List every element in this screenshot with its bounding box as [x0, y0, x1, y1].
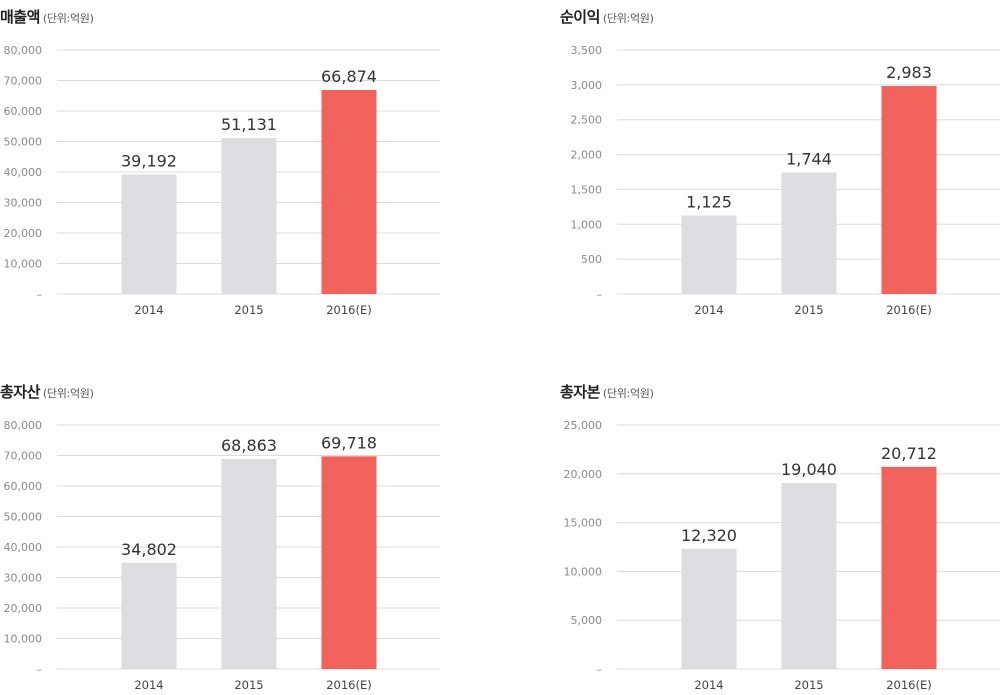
bar: [321, 90, 377, 294]
y-tick-label: 80,000: [4, 419, 43, 432]
bar: [121, 562, 177, 669]
y-tick-label: 3,000: [571, 79, 603, 92]
chart-panel-revenue: 매출액 (단위:억원) – 10,000 20,000 30,000 40,000 50,0…: [0, 0, 450, 320]
chart-title: 순이익: [560, 8, 600, 26]
data-label: 19,040: [781, 460, 837, 479]
y-tick-label: 500: [581, 253, 602, 266]
y-tick-label: 1,500: [571, 183, 603, 196]
y-tick-label: 2,000: [571, 149, 603, 162]
data-label: 68,863: [221, 436, 277, 455]
data-label: 1,125: [686, 193, 732, 212]
y-tick-label: 80,000: [4, 44, 43, 57]
data-label: 51,131: [221, 115, 277, 134]
x-tick-label: 2015: [794, 678, 823, 692]
y-tick-label: 70,000: [4, 450, 43, 463]
y-tick-label: –: [37, 663, 43, 676]
y-tick-label: 10,000: [4, 258, 43, 271]
chart-title-row: 매출액 (단위:억원): [0, 6, 94, 27]
y-tick-label: 50,000: [4, 511, 43, 524]
data-label: 20,712: [881, 444, 937, 463]
data-label: 66,874: [321, 67, 377, 86]
x-tick-label: 2016(E): [886, 678, 932, 692]
x-tick-label: 2016(E): [886, 303, 932, 317]
data-label: 39,192: [121, 151, 177, 170]
chart-unit: (단위:억원): [602, 387, 654, 400]
chart-title-row: 총자본 (단위:억원): [560, 381, 654, 402]
chart-title: 총자본: [560, 383, 600, 401]
y-tick-label: 5,000: [571, 614, 603, 627]
y-tick-label: 40,000: [4, 541, 43, 554]
y-tick-label: 60,000: [4, 480, 43, 493]
x-tick-label: 2016(E): [326, 303, 372, 317]
bar: [121, 174, 177, 294]
x-tick-label: 2016(E): [326, 678, 372, 692]
chart-panel-net-income: 순이익 (단위:억원) – 500 1,000 1,500 2,000 2,500 3,000…: [560, 0, 1000, 320]
chart-title: 매출액: [0, 8, 40, 26]
bar: [881, 86, 937, 294]
y-tick-label: 30,000: [4, 572, 43, 585]
chart-title-row: 총자산 (단위:억원): [0, 381, 94, 402]
bar-chart-total-assets: – 10,000 20,000 30,000 40,000 50,000 60,000 70,…: [4, 419, 440, 692]
bar: [681, 548, 737, 669]
x-tick-label: 2014: [134, 678, 163, 692]
data-label: 1,744: [786, 149, 832, 168]
data-label: 69,718: [321, 433, 377, 452]
y-tick-label: 10,000: [564, 565, 603, 578]
bar: [321, 456, 377, 669]
x-tick-label: 2015: [234, 303, 263, 317]
y-tick-label: 2,500: [571, 114, 603, 127]
bar: [221, 458, 277, 669]
bar-chart-total-equity: – 5,000 10,000 15,000 20,000 25,000 12,320 2014…: [564, 419, 1000, 692]
chart-title-row: 순이익 (단위:억원): [560, 6, 654, 27]
y-tick-label: –: [597, 288, 603, 301]
bar-chart-revenue: – 10,000 20,000 30,000 40,000 50,000 60,000 70,…: [4, 44, 440, 317]
x-tick-label: 2015: [234, 678, 263, 692]
x-tick-label: 2015: [794, 303, 823, 317]
y-tick-label: 3,500: [571, 44, 603, 57]
bar: [681, 215, 737, 294]
y-tick-label: 15,000: [564, 517, 603, 530]
y-tick-label: 20,000: [4, 227, 43, 240]
chart-unit: (단위:억원): [42, 387, 94, 400]
y-tick-label: 30,000: [4, 197, 43, 210]
y-tick-label: 50,000: [4, 136, 43, 149]
y-tick-label: 60,000: [4, 105, 43, 118]
data-label: 34,802: [121, 540, 177, 559]
bar: [221, 138, 277, 294]
data-label: 12,320: [681, 526, 737, 545]
chart-panel-total-equity: 총자본 (단위:억원) – 5,000 10,000 15,000 20,000 25,00…: [560, 375, 1000, 695]
y-tick-label: –: [37, 288, 43, 301]
y-tick-label: 70,000: [4, 75, 43, 88]
bar: [781, 172, 837, 294]
chart-panel-total-assets: 총자산 (단위:억원) – 10,000 20,000 30,000 40,000 50,0…: [0, 375, 450, 695]
x-tick-label: 2014: [694, 303, 723, 317]
chart-title: 총자산: [0, 383, 40, 401]
y-tick-label: 40,000: [4, 166, 43, 179]
bar: [781, 483, 837, 669]
y-tick-label: 10,000: [4, 633, 43, 646]
y-tick-label: 20,000: [4, 602, 43, 615]
bar: [881, 466, 937, 669]
bar-chart-net-income: – 500 1,000 1,500 2,000 2,500 3,000 3,500 1,125 2…: [571, 44, 1000, 317]
y-tick-label: 20,000: [564, 468, 603, 481]
x-tick-label: 2014: [694, 678, 723, 692]
y-tick-label: 1,000: [571, 218, 603, 231]
chart-unit: (단위:억원): [42, 12, 94, 25]
y-tick-label: 25,000: [564, 419, 603, 432]
chart-unit: (단위:억원): [602, 12, 654, 25]
data-label: 2,983: [886, 63, 932, 82]
y-tick-label: –: [597, 663, 603, 676]
x-tick-label: 2014: [134, 303, 163, 317]
